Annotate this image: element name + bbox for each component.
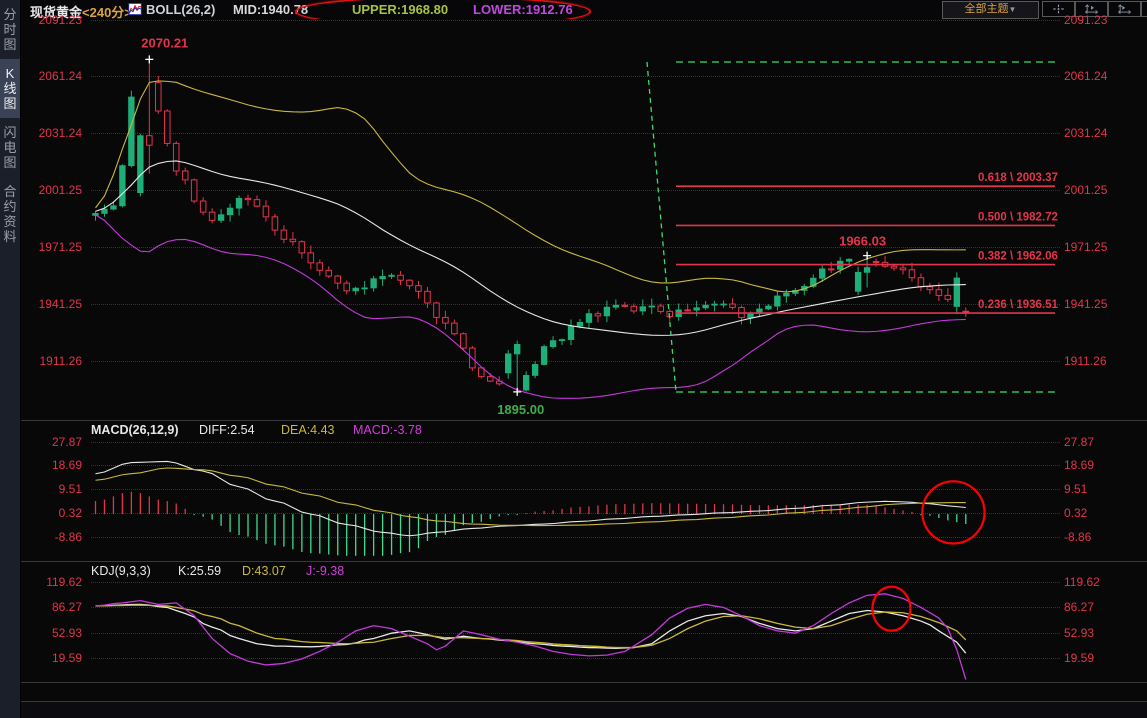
svg-text:2070.21: 2070.21	[141, 35, 188, 50]
svg-text:0.236 \ 1936.51: 0.236 \ 1936.51	[978, 299, 1059, 311]
svg-text:1895.00: 1895.00	[497, 402, 544, 417]
svg-text:0.500 \ 1982.72: 0.500 \ 1982.72	[978, 211, 1058, 223]
svg-text:1966.03: 1966.03	[839, 234, 886, 249]
svg-text:0.382 \ 1962.06: 0.382 \ 1962.06	[978, 251, 1058, 263]
svg-text:0.618 \ 2003.37: 0.618 \ 2003.37	[978, 172, 1058, 184]
